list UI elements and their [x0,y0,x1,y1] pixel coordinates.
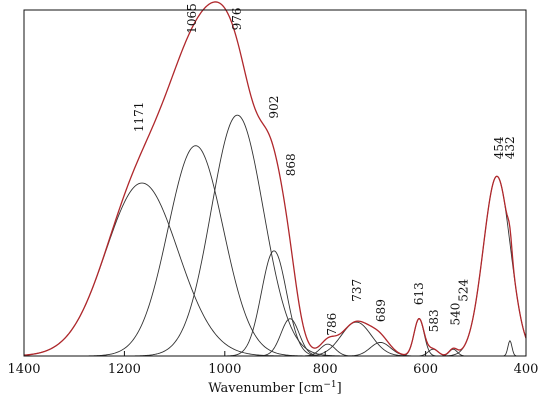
x-axis-ticks: 1400 1200 1000 800 600 400 [7,351,538,377]
peak-label-1065: 1065 [185,3,199,34]
component-band-458 [24,175,527,357]
peak-label-613: 613 [412,282,426,305]
peak-label-540: 540 [449,303,463,326]
peak-label-976: 976 [230,7,244,30]
peak-label-786: 786 [325,313,339,336]
peak-label-689: 689 [374,299,388,322]
envelope-layer [23,1,527,356]
x-tick-label-1400: 1400 [7,362,40,377]
x-axis-title-superscript: −1 [323,380,336,390]
x-tick-label-1200: 1200 [108,362,141,377]
peak-label-432: 432 [503,136,517,159]
peak-label-868: 868 [284,153,298,176]
x-tick-label-400: 400 [514,362,539,377]
peak-label-454: 454 [492,136,506,159]
envelope-curve [23,1,527,356]
x-tick-label-800: 800 [313,362,338,377]
x-axis-title: Wavenumber [cm−1] [208,380,342,396]
peak-label-1171: 1171 [132,102,146,133]
peak-label-583: 583 [427,309,441,332]
plot-frame [23,9,527,357]
peak-label-902: 902 [267,96,281,119]
x-tick-label-1000: 1000 [208,362,241,377]
peak-label-524: 524 [457,278,471,301]
x-axis-title-text: Wavenumber [cm [208,381,323,396]
x-tick-label-600: 600 [413,362,438,377]
x-axis-title-close: ] [337,381,342,396]
component-band-432 [24,339,526,357]
peak-label-737: 737 [350,279,364,302]
